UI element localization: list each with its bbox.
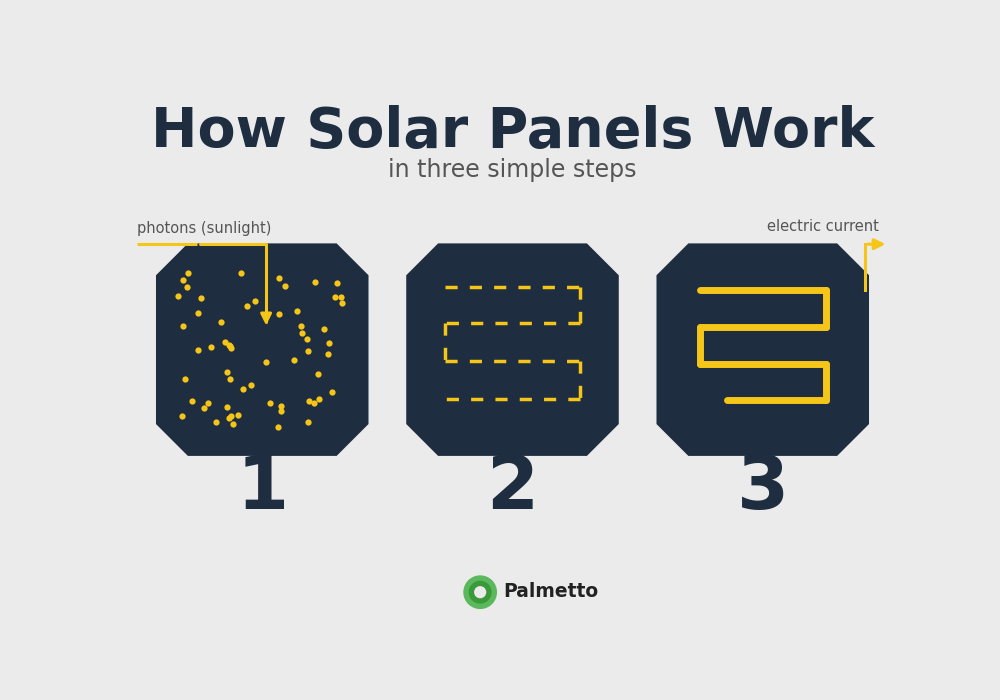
Polygon shape [656,244,869,456]
Text: electric current: electric current [767,219,878,234]
Text: 2: 2 [486,452,539,525]
Text: in three simple steps: in three simple steps [388,158,637,182]
Circle shape [475,587,486,598]
Text: photons (sunlight): photons (sunlight) [137,221,271,237]
Text: 3: 3 [737,452,789,525]
Text: 1: 1 [236,452,288,525]
Polygon shape [406,244,619,456]
Polygon shape [156,244,369,456]
Text: Palmetto: Palmetto [503,582,598,601]
Text: How Solar Panels Work: How Solar Panels Work [151,105,874,159]
Circle shape [464,576,496,608]
Circle shape [469,582,491,603]
